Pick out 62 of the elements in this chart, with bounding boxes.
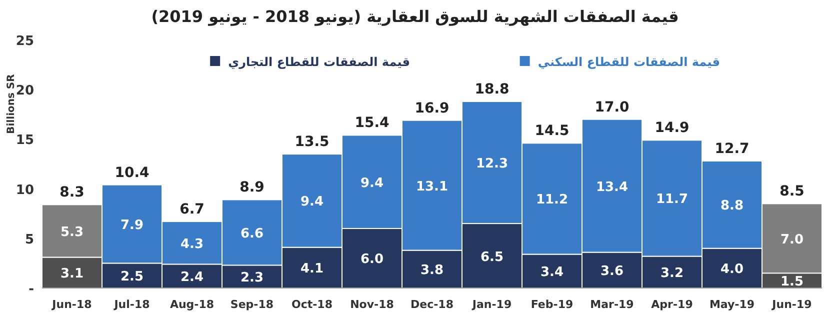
data-label: 7.9 — [120, 218, 144, 234]
y-tick-label: - — [28, 282, 34, 297]
total-label: 6.7 — [180, 202, 204, 218]
data-label: 12.3 — [476, 156, 508, 172]
x-tick-label: Jun-19 — [771, 298, 812, 311]
x-tick-label: Sep-18 — [230, 298, 274, 311]
total-label: 17.0 — [594, 99, 630, 116]
total-label: 8.3 — [60, 184, 84, 201]
x-tick-label: Nov-18 — [350, 298, 394, 311]
y-tick-label: 20 — [16, 84, 34, 99]
data-label: 11.2 — [536, 192, 568, 208]
y-tick-label: 5 — [24, 232, 34, 248]
data-label: 11.7 — [656, 192, 688, 208]
total-label: 8.5 — [780, 184, 804, 200]
data-label: 9.4 — [300, 194, 324, 210]
chart-title: قيمة الصفقات الشهرية للسوق العقارية (يونيو 2018 - يونيو 2019) — [151, 7, 679, 26]
data-label: 6.0 — [360, 252, 384, 268]
total-label: 13.5 — [294, 134, 330, 150]
total-label: 14.5 — [534, 123, 570, 140]
x-tick-label: Feb-19 — [530, 298, 574, 311]
data-label: 7.0 — [780, 232, 804, 248]
data-label: 8.8 — [720, 198, 744, 214]
data-label: 2.4 — [180, 270, 204, 286]
x-tick-label: Jun-18 — [51, 298, 92, 311]
data-label: 2.5 — [120, 270, 144, 285]
x-tick-label: Aug-18 — [170, 298, 214, 311]
x-tick-label: Apr-19 — [651, 298, 693, 311]
y-axis-title: Billions SR — [6, 74, 17, 134]
data-label: 9.4 — [360, 176, 384, 191]
data-label: 13.1 — [416, 179, 448, 194]
total-label: 14.9 — [654, 120, 690, 136]
x-tick-label: Jul-18 — [113, 298, 150, 311]
data-label: 3.1 — [60, 266, 84, 282]
data-label: 3.4 — [540, 265, 564, 280]
data-label: 4.3 — [180, 236, 204, 252]
x-tick-label: Oct-18 — [291, 298, 333, 311]
total-label: 15.4 — [354, 115, 390, 132]
data-label: 4.0 — [720, 262, 744, 278]
y-tick-label: 15 — [16, 133, 34, 148]
total-label: 16.9 — [414, 100, 450, 116]
data-label: 13.4 — [596, 180, 628, 195]
data-label: 1.5 — [780, 274, 804, 290]
y-tick-label: 10 — [16, 182, 34, 198]
x-tick-label: Mar-19 — [590, 298, 634, 311]
x-tick-label: Dec-18 — [410, 298, 454, 311]
data-label: 3.2 — [660, 266, 684, 282]
data-label: 3.8 — [420, 263, 444, 278]
legend-label: قيمة الصفقات للقطاع التجاري — [228, 55, 410, 69]
x-tick-label: Jan-19 — [471, 298, 512, 311]
legend-label: قيمة الصفقات للقطاع السكني — [538, 55, 720, 69]
data-label: 3.6 — [600, 264, 624, 280]
data-label: 2.3 — [240, 270, 264, 286]
total-label: 10.4 — [114, 164, 150, 181]
y-tick-label: 25 — [16, 34, 34, 49]
data-label: 5.3 — [60, 224, 84, 240]
data-label: 4.1 — [300, 262, 324, 277]
total-label: 12.7 — [714, 141, 750, 158]
data-label: 6.5 — [480, 250, 504, 265]
x-tick-label: May-19 — [709, 298, 755, 311]
data-label: 6.6 — [240, 226, 264, 242]
total-label: 8.9 — [240, 180, 264, 196]
total-label: 18.8 — [474, 82, 510, 98]
